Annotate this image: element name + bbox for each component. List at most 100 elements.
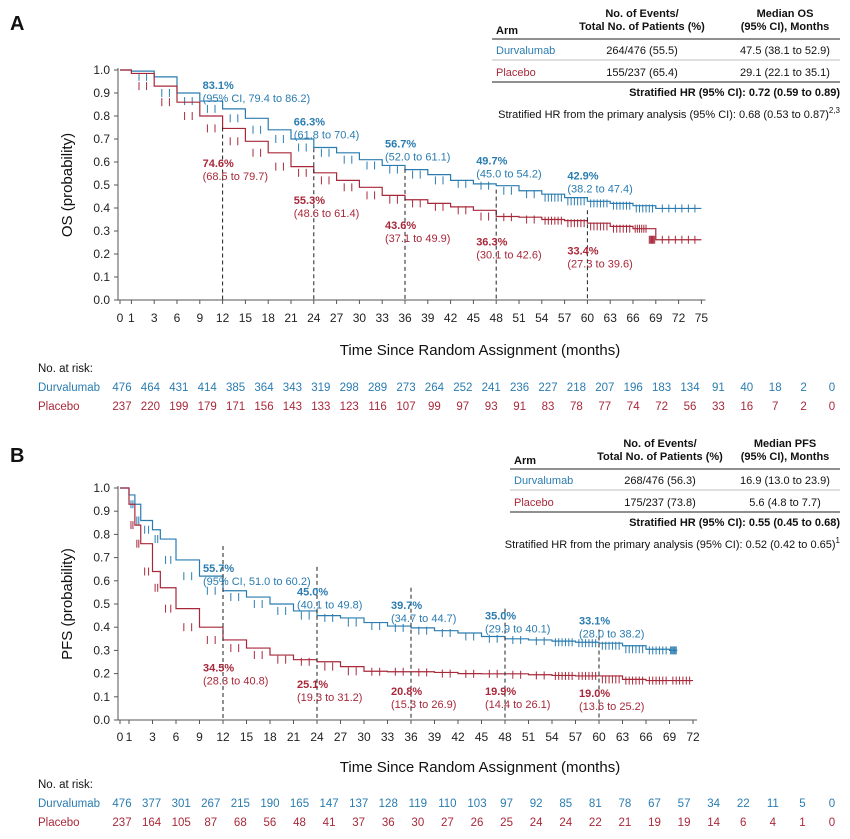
at-risk-value: 24 xyxy=(530,817,543,829)
x-tick-label: 3 xyxy=(149,730,156,744)
at-risk-value: 196 xyxy=(624,382,643,394)
at-risk-value: 16 xyxy=(740,401,753,413)
x-tick-label: 39 xyxy=(421,311,435,325)
landmark-pct: 49.7% xyxy=(476,156,507,168)
landmark-ci: (14.4 to 26.1) xyxy=(485,699,550,711)
panel-label: B xyxy=(10,445,24,467)
at-risk-value: 78 xyxy=(619,798,632,810)
at-risk-value: 165 xyxy=(290,798,309,810)
series-line-placebo xyxy=(120,69,702,241)
y-tick-label: 0.0 xyxy=(93,293,110,307)
at-risk-value: 33 xyxy=(712,401,725,413)
table-events: 175/237 (73.8) xyxy=(624,497,696,509)
y-tick-label: 0.2 xyxy=(93,247,110,261)
y-tick-label: 0.4 xyxy=(93,201,110,215)
at-risk-value: 237 xyxy=(112,817,131,829)
landmark-ci: (34.7 to 44.7) xyxy=(391,613,456,625)
at-risk-value: 14 xyxy=(707,817,720,829)
x-tick-label: 39 xyxy=(428,730,442,744)
primary-hr-text: Stratified HR from the primary analysis … xyxy=(505,536,841,551)
series-line-durvalumab xyxy=(120,487,678,651)
at-risk-value: 21 xyxy=(619,817,632,829)
at-risk-value: 103 xyxy=(467,798,486,810)
table-median: 29.1 (22.1 to 35.1) xyxy=(740,67,830,79)
landmark-pct: 25.1% xyxy=(297,679,328,691)
landmark-ci: (28.3 to 40.8) xyxy=(203,676,268,688)
at-risk-value: 147 xyxy=(319,798,338,810)
table-arm: Durvalumab xyxy=(496,45,555,57)
at-risk-value: 0 xyxy=(829,401,835,413)
at-risk-value: 85 xyxy=(559,798,572,810)
x-tick-label: 30 xyxy=(353,311,367,325)
landmark-pct: 34.5% xyxy=(203,663,234,675)
header-median-1: Median PFS xyxy=(754,438,816,450)
landmark-ci: (30.1 to 42.6) xyxy=(476,249,541,261)
landmark-ci: (40.1 to 49.8) xyxy=(297,599,362,611)
at-risk-value: 237 xyxy=(112,401,131,413)
at-risk-value: 364 xyxy=(254,382,274,394)
x-tick-label: 72 xyxy=(686,730,700,744)
series-line-durvalumab xyxy=(120,69,702,210)
at-risk-value: 0 xyxy=(829,817,835,829)
x-tick-label: 27 xyxy=(334,730,348,744)
at-risk-value: 97 xyxy=(500,798,513,810)
x-tick-label: 72 xyxy=(672,311,686,325)
at-risk-value: 25 xyxy=(500,817,513,829)
y-tick-label: 1.0 xyxy=(93,481,110,495)
x-tick-label: 33 xyxy=(376,311,390,325)
at-risk-value: 40 xyxy=(740,382,753,394)
x-tick-label: 18 xyxy=(263,730,277,744)
y-tick-label: 0.6 xyxy=(93,155,110,169)
at-risk-value: 218 xyxy=(567,382,586,394)
at-risk-value: 343 xyxy=(283,382,302,394)
at-risk-value: 72 xyxy=(655,401,668,413)
landmark-ci: (37.1 to 49.9) xyxy=(385,233,450,245)
x-tick-label: 48 xyxy=(498,730,512,744)
x-tick-label: 6 xyxy=(173,730,180,744)
x-tick-label: 9 xyxy=(196,311,203,325)
at-risk-value: 123 xyxy=(340,401,359,413)
landmark-pct: 33.1% xyxy=(579,615,610,627)
at-risk-value: 24 xyxy=(559,817,572,829)
at-risk-value: 7 xyxy=(772,401,778,413)
header-events-2: Total No. of Patients (%) xyxy=(579,21,705,33)
at-risk-value: 11 xyxy=(767,798,779,810)
x-tick-label: 60 xyxy=(592,730,606,744)
at-risk-value: 92 xyxy=(530,798,543,810)
hr-text: Stratified HR (95% CI): 0.55 (0.45 to 0.… xyxy=(629,517,840,529)
at-risk-value: 156 xyxy=(254,401,273,413)
at-risk-value: 319 xyxy=(311,382,330,394)
x-tick-label: 69 xyxy=(663,730,677,744)
y-tick-label: 1.0 xyxy=(93,63,110,77)
landmark-ci: (52.0 to 61.1) xyxy=(385,151,450,163)
x-axis-label: Time Since Random Assignment (months) xyxy=(340,759,620,776)
at-risk-value: 4 xyxy=(770,817,777,829)
at-risk-value: 414 xyxy=(198,382,218,394)
at-risk-value: 26 xyxy=(471,817,484,829)
landmark-pct: 66.3% xyxy=(294,117,325,129)
at-risk-value: 27 xyxy=(441,817,454,829)
x-tick-label: 3 xyxy=(151,311,158,325)
x-tick-label: 42 xyxy=(451,730,465,744)
at-risk-value: 83 xyxy=(542,401,555,413)
x-tick-label: 6 xyxy=(174,311,181,325)
x-tick-label: 18 xyxy=(262,311,276,325)
x-tick-label: 60 xyxy=(581,311,595,325)
y-tick-label: 0.3 xyxy=(93,224,110,238)
x-tick-label: 66 xyxy=(626,311,640,325)
at-risk-value: 97 xyxy=(456,401,469,413)
landmark-pct: 42.9% xyxy=(567,171,598,183)
table-median: 16.9 (13.0 to 23.9) xyxy=(740,475,830,487)
at-risk-value: 190 xyxy=(260,798,279,810)
at-risk-value: 164 xyxy=(142,817,162,829)
at-risk-arm: Durvalumab xyxy=(38,798,100,810)
x-tick-label: 63 xyxy=(616,730,630,744)
y-tick-label: 0.5 xyxy=(93,178,110,192)
landmark-ci: (28.0 to 38.2) xyxy=(579,628,644,640)
header-events-1: No. of Events/ xyxy=(623,438,696,450)
header-median-1: Median OS xyxy=(757,8,814,20)
at-risk-value: 377 xyxy=(142,798,161,810)
at-risk-value: 77 xyxy=(598,401,611,413)
at-risk-value: 171 xyxy=(226,401,245,413)
landmark-pct: 19.9% xyxy=(485,686,516,698)
